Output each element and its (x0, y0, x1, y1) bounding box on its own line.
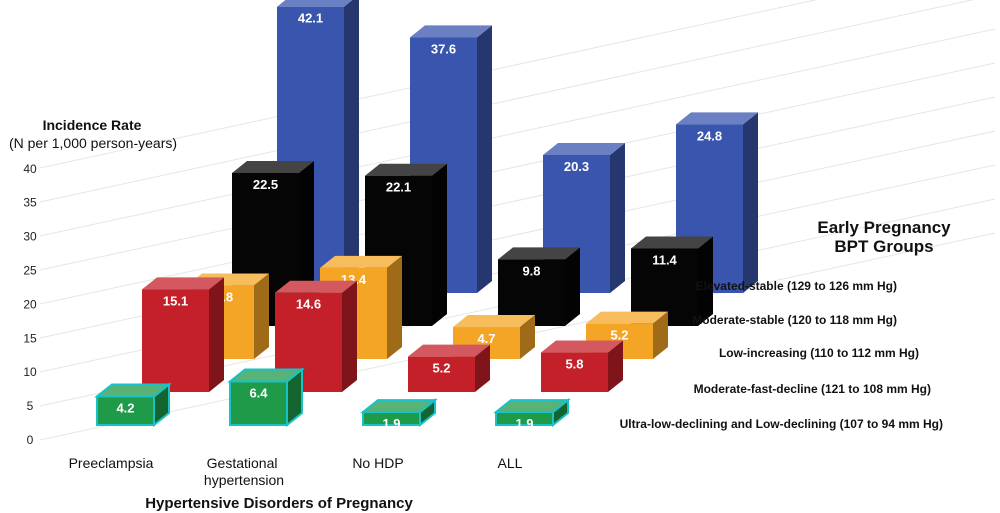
bar-top (408, 344, 490, 357)
bar-moderate-fast-decline-121-to-108-mm-hg-preeclampsia: 15.1 (142, 277, 224, 392)
x-axis: Preeclampsia Gestational hypertension No… (69, 455, 523, 512)
legend: Early Pregnancy BPT Groups Ultra-low-dec… (620, 218, 952, 431)
bar-side (344, 0, 359, 293)
y-tick-35: 35 (23, 196, 37, 210)
bar-side (475, 344, 490, 392)
bar-ultra-low-declining-and-low-declining-107-to-94-mm-hg-preeclampsia: 4.2 (94, 382, 172, 428)
legend-series-moderate-fast-decline-121-to-108-mm-hg: Moderate-fast-decline (121 to 108 mm Hg) (694, 382, 931, 396)
y-tick-15: 15 (23, 331, 37, 345)
bar-ultra-low-declining-and-low-declining-107-to-94-mm-hg-all: 1.9 (493, 397, 571, 431)
bar-side (520, 315, 535, 359)
bar-front (229, 380, 288, 427)
y-axis-title: Incidence Rate (43, 117, 142, 133)
bar-side (608, 340, 623, 392)
bar-top (541, 340, 623, 353)
bar-ultra-low-declining-and-low-declining-107-to-94-mm-hg-gestational-hypertension: 6.4 (227, 367, 305, 428)
bar-side (565, 247, 580, 326)
bar-top (631, 236, 713, 249)
value-label: 5.8 (565, 357, 583, 372)
value-label: 6.4 (249, 385, 268, 400)
gridline (39, 28, 996, 237)
bar-top (277, 0, 353, 7)
legend-title-line2: BPT Groups (834, 237, 933, 256)
category-label-no-hdp: No HDP (352, 455, 403, 471)
bar-front (541, 352, 608, 392)
y-tick-20: 20 (23, 297, 37, 311)
y-tick-30: 30 (23, 230, 37, 244)
gridline (39, 62, 996, 271)
bar-ultra-low-declining-and-low-declining-107-to-94-mm-hg-no-hdp: 1.9 (360, 397, 438, 431)
value-label: 11.4 (652, 252, 677, 267)
bar-top (410, 25, 492, 38)
value-label: 14.6 (296, 297, 321, 312)
bar-side (254, 273, 269, 359)
bar-moderate-fast-decline-121-to-108-mm-hg-no-hdp: 5.2 (408, 344, 490, 392)
bar-top (586, 311, 668, 324)
value-label: 42.1 (298, 11, 323, 26)
value-label: 24.8 (697, 128, 722, 143)
value-label: 20.3 (564, 159, 589, 174)
value-label: 9.8 (522, 263, 540, 278)
legend-title-line1: Early Pregnancy (817, 218, 951, 237)
bar-side (698, 236, 713, 326)
value-label: 15.1 (163, 293, 188, 308)
bar-side (209, 277, 224, 392)
y-tick-40: 40 (23, 162, 37, 176)
gridline (39, 0, 975, 203)
value-label: 22.1 (386, 180, 411, 195)
bar-front (495, 411, 554, 426)
value-label: 4.2 (116, 400, 134, 415)
x-axis-title: Hypertensive Disorders of Pregnancy (145, 495, 413, 512)
bar-moderate-stable-120-to-118-mm-hg-all: 11.4 (631, 236, 713, 326)
bar-top (275, 280, 357, 293)
bar-side (743, 112, 758, 293)
legend-series-elevated-stable-129-to-126-mm-hg: Elevated-stable (129 to 126 mm Hg) (696, 279, 897, 293)
bar-front (142, 289, 209, 392)
bar-top (142, 277, 224, 290)
bars: 42.137.620.324.822.522.19.811.410.813.44… (94, 0, 758, 431)
legend-series-ultra-low-declining-and-low-declining-107-to-94-mm-hg: Ultra-low-declining and Low-declining (1… (620, 417, 943, 431)
y-axis-subtitle: (N per 1,000 person-years) (9, 135, 177, 151)
bar-front (362, 411, 421, 426)
bar-top (543, 142, 625, 155)
bar-side (653, 311, 668, 359)
bar-moderate-stable-120-to-118-mm-hg-no-hdp: 9.8 (498, 247, 580, 326)
bar-top (232, 161, 314, 173)
bar-top (365, 163, 447, 176)
bar-front (498, 259, 565, 326)
series-ultra-low-declining-and-low-declining-107-to-94-mm-hg: 4.2 6.4 1.9 1.9 (94, 367, 571, 431)
gridline (39, 96, 996, 305)
bar-front (96, 395, 155, 427)
gridline (39, 0, 818, 169)
bar-top (320, 255, 402, 268)
value-label: 1.9 (515, 416, 533, 431)
bar-side (342, 280, 357, 392)
category-label-preeclampsia: Preeclampsia (69, 455, 154, 471)
bar-moderate-fast-decline-121-to-108-mm-hg-all: 5.8 (541, 340, 623, 392)
value-label: 22.5 (253, 177, 278, 192)
value-label: 1.9 (382, 416, 400, 431)
y-axis: Incidence Rate (N per 1,000 person-years… (9, 117, 177, 447)
bar-side (477, 25, 492, 293)
y-tick-5: 5 (27, 399, 34, 413)
legend-series-low-increasing-110-to-112-mm-hg: Low-increasing (110 to 112 mm Hg) (719, 346, 919, 360)
legend-series-moderate-stable-120-to-118-mm-hg: Moderate-stable (120 to 118 mm Hg) (692, 313, 897, 327)
category-label-gestational-hypertension: Gestational hypertension (204, 455, 284, 488)
bar-front (408, 356, 475, 392)
value-label: 5.2 (432, 361, 450, 376)
bar-side (387, 255, 402, 359)
y-tick-0: 0 (27, 433, 34, 447)
bar-side (432, 163, 447, 326)
category-label-all: ALL (498, 455, 523, 471)
bar-side (610, 142, 625, 293)
bar-top (453, 315, 535, 328)
y-tick-10: 10 (23, 365, 37, 379)
bar-top (498, 247, 580, 260)
value-label: 37.6 (431, 41, 456, 56)
bar-top (676, 112, 758, 125)
y-tick-25: 25 (23, 264, 37, 278)
value-label: 4.7 (477, 331, 495, 346)
value-label: 5.2 (610, 328, 628, 343)
